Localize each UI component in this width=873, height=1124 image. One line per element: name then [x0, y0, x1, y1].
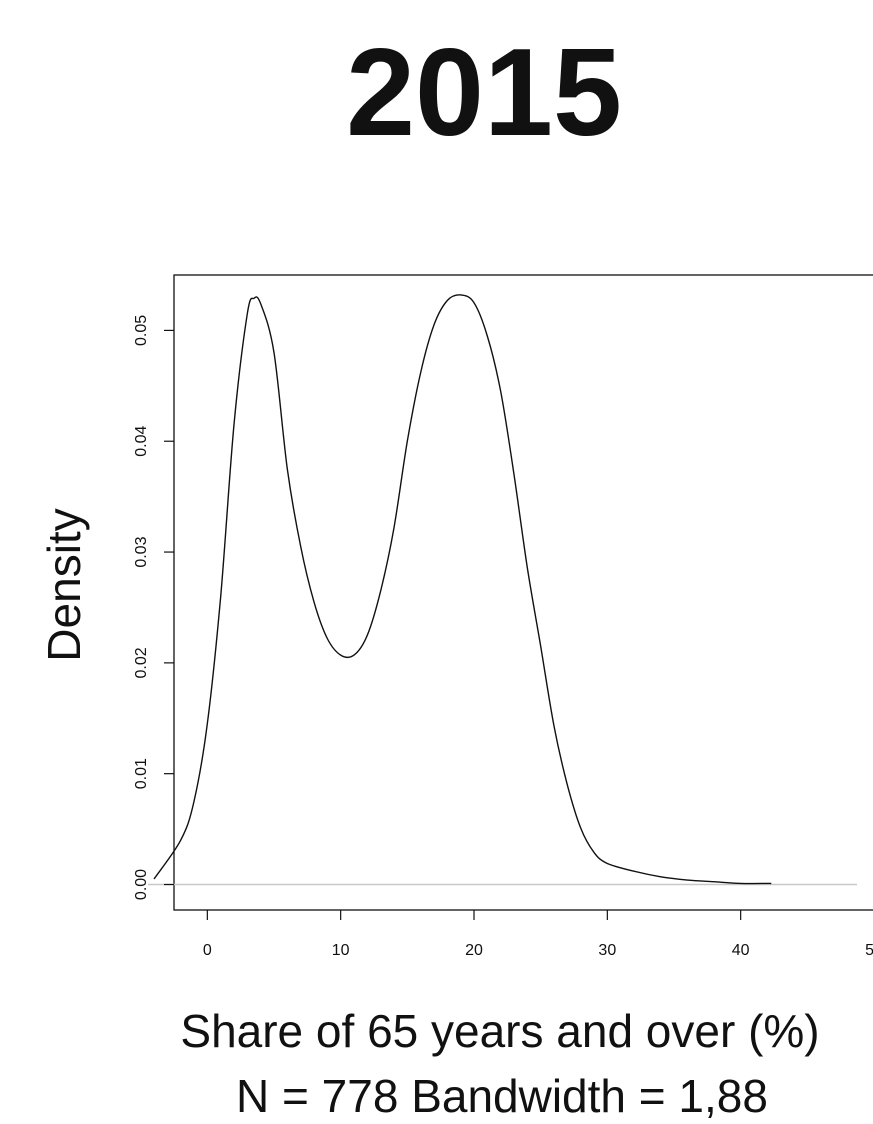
chart-subtitle: N = 778 Bandwidth = 1,88	[236, 1070, 768, 1122]
chart-title: 2015	[346, 24, 622, 162]
y-axis-label: Density	[38, 508, 90, 661]
x-tick-label: 0	[203, 942, 212, 959]
plot-frame	[173, 274, 873, 911]
x-tick-label: 20	[465, 942, 483, 959]
y-tick-label: 0.03	[133, 536, 150, 567]
y-tick-label: 0.01	[133, 758, 150, 789]
x-tick-label: 50	[865, 942, 873, 959]
x-tick-label: 40	[732, 942, 750, 959]
x-tick-label: 30	[598, 942, 616, 959]
x-axis-label: Share of 65 years and over (%)	[180, 1005, 819, 1057]
x-axis: 0 10 20 30 40 50	[203, 910, 873, 959]
y-tick-label: 0.02	[133, 647, 150, 678]
y-axis: 0.00 0.01 0.02 0.03 0.04 0.05	[133, 315, 174, 900]
y-tick-label: 0.00	[133, 869, 150, 900]
y-tick-label: 0.04	[133, 426, 150, 457]
density-line	[153, 294, 772, 885]
y-tick-label: 0.05	[133, 315, 150, 346]
x-tick-label: 10	[332, 942, 350, 959]
